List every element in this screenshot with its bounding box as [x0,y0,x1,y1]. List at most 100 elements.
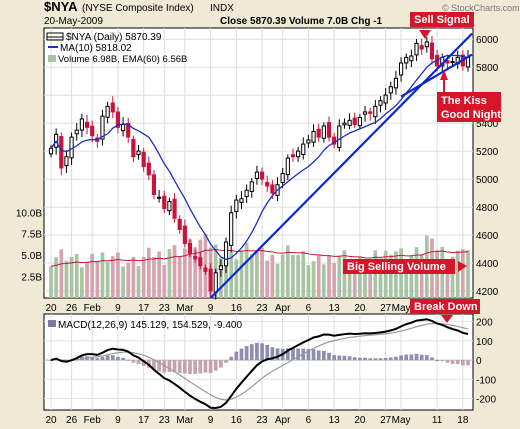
volume-bar [157,251,161,298]
candle-body [388,86,393,94]
uptrend-line [209,32,473,299]
candle-body [48,147,54,155]
macd-histogram-bar [358,357,362,361]
macd-histogram-bar [270,347,275,361]
macd-histogram-bar [455,360,460,365]
macd-histogram-bar [265,344,270,361]
volume-bar [141,256,146,298]
volume-bar [383,250,388,298]
candle-body [373,105,378,118]
macd-histogram-bar [352,357,357,361]
volume-bar [296,254,300,298]
index-name: (NYSE Composite Index) [82,3,194,14]
candle-body [332,136,337,145]
candle-body [270,184,275,194]
price-tick-label: 4400 [476,259,499,270]
candle-body [84,121,90,128]
candle-body [316,128,321,138]
macd-histogram-bar [213,360,218,371]
uptrend-line-upper [400,53,473,98]
candle-body [162,195,167,209]
candle-body [398,62,404,76]
volume-bar [116,252,120,298]
x-tick-label: 6 [306,415,312,426]
candle-body [229,212,234,246]
x-tick-label: 27 [380,303,392,314]
candle-body [79,118,84,131]
macd-histogram-bar [249,344,254,361]
candle-body [259,171,265,180]
macd-signal-line [50,322,469,401]
x-tick-label: 13 [329,303,341,314]
macd-tick-label: -200 [476,394,496,405]
macd-histogram-bar [383,357,388,361]
volume-bar [167,249,172,298]
candle-body [167,200,172,212]
volume-bar [229,251,234,298]
macd-histogram-bar [208,360,213,373]
volume-bar [466,250,470,298]
sell-signal-arrow [419,30,431,39]
x-tick-label: Mar [176,415,194,426]
macd-histogram-bar [239,348,244,361]
macd-histogram-bar [424,355,429,361]
macd-histogram-bar [255,342,259,361]
volume-bar [306,265,311,298]
macd-histogram-bar [167,360,172,372]
candle-body [342,122,347,126]
macd-histogram-bar [316,350,321,361]
x-tick-label: 11 [432,415,443,426]
volume-bar [64,260,69,298]
candle-body [187,242,193,254]
macd-histogram-bar [404,354,409,361]
macd-histogram-bar [224,360,228,363]
macd-histogram-bar [332,355,337,361]
x-tick-label: 13 [329,415,341,426]
x-tick-label: Apr [275,303,291,314]
candle-body [64,156,69,167]
volume-bar [358,256,362,298]
volume-bar [265,260,270,298]
macd-tick-label: 200 [476,318,493,329]
volume-bar [311,261,316,298]
candle-body [429,42,435,60]
macd-histogram-bar [116,356,120,361]
candle-body [409,55,414,62]
macd-histogram-bar [311,349,316,361]
volume-bar [182,248,187,298]
volume-bar [219,257,223,298]
candle-body [126,122,131,138]
x-tick-label: 17 [138,303,150,314]
volume-bar [172,245,177,298]
legend-ma: MA(10) 5818.02 [60,43,132,54]
x-tick-label: 9 [208,415,214,426]
volume-bar [162,264,167,298]
candle-body [301,143,306,155]
volume-bar [316,255,321,298]
macd-histogram-bar [198,360,203,374]
x-tick-label: Mar [176,303,194,314]
ma10-line [50,54,469,261]
candle-body [337,125,342,148]
volume-bar [419,254,424,298]
volume-bar [337,255,342,298]
sell-signal-label: Sell Signal [414,14,470,26]
macd-histogram-bar [409,354,414,361]
macd-histogram-bar [193,360,198,374]
candle-body [115,111,121,128]
volume-bar [291,254,295,298]
sell-signal-annotation: Sell Signal [410,12,474,27]
candle-body [424,41,429,48]
macd-histogram-bar [260,343,264,361]
price-tick-label: 5200 [476,147,499,158]
volume-bar [332,262,337,298]
candle-body [105,105,110,118]
x-tick-label: Feb [84,415,102,426]
candle-body [419,45,424,50]
price-tick-label: 4800 [476,203,499,214]
big-volume-arrow [458,261,467,272]
macd-histogram-bar [177,360,182,373]
volume-bar [270,254,275,298]
macd-histogram-bar [234,351,239,361]
x-tick-label: 20 [45,303,57,314]
